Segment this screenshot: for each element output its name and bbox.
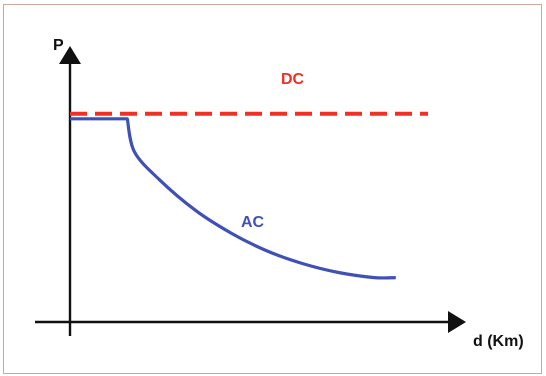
series-line-ac xyxy=(70,117,396,280)
chart-frame xyxy=(3,4,542,374)
x-axis-arrowhead xyxy=(448,311,466,333)
series-label-dc: DC xyxy=(281,71,305,88)
series-layer xyxy=(70,111,428,280)
axes xyxy=(35,46,466,336)
x-axis-label: d (Km) xyxy=(473,333,524,350)
series-label-ac: AC xyxy=(241,214,265,231)
y-axis-arrowhead xyxy=(59,46,81,64)
y-axis-label: P xyxy=(53,37,64,54)
